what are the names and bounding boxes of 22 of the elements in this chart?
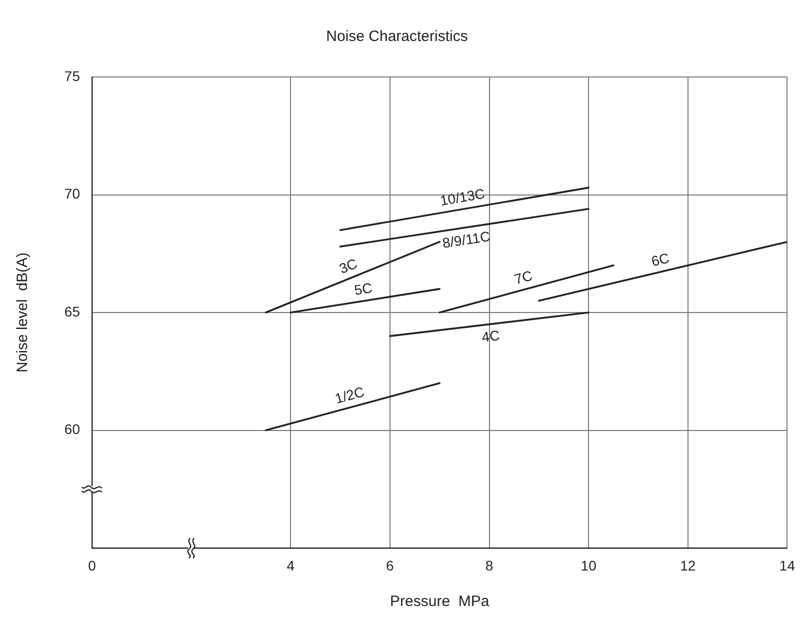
text: 4C: [480, 327, 500, 346]
x-tick-label: 6: [386, 557, 394, 574]
text: 6C: [650, 250, 671, 270]
x-tick-label: 14: [779, 557, 796, 574]
text: 10/13C: [438, 185, 486, 209]
x-axis-title: Pressure MPa: [390, 593, 490, 610]
text: 8/9/11C: [441, 228, 492, 251]
y-tick-label: 60: [64, 421, 80, 438]
text: 5C: [353, 279, 374, 298]
y-tick-label: 70: [64, 186, 80, 202]
x-tick-label: 0: [88, 557, 96, 574]
x-tick-label: 10: [580, 557, 597, 574]
chart-title: Noise Characteristics: [326, 28, 468, 46]
y-axis-title: Noise level dB(A): [14, 252, 32, 373]
y-tick-label: 65: [64, 303, 80, 320]
x-tick-label: 4: [286, 557, 295, 574]
text: 7C: [512, 267, 534, 288]
x-tick-label: 12: [680, 557, 696, 574]
y-tick-label: 75: [64, 68, 80, 84]
text: 3C: [336, 255, 360, 277]
x-tick-label: 8: [485, 557, 494, 574]
text: 1/2C: [333, 383, 366, 407]
